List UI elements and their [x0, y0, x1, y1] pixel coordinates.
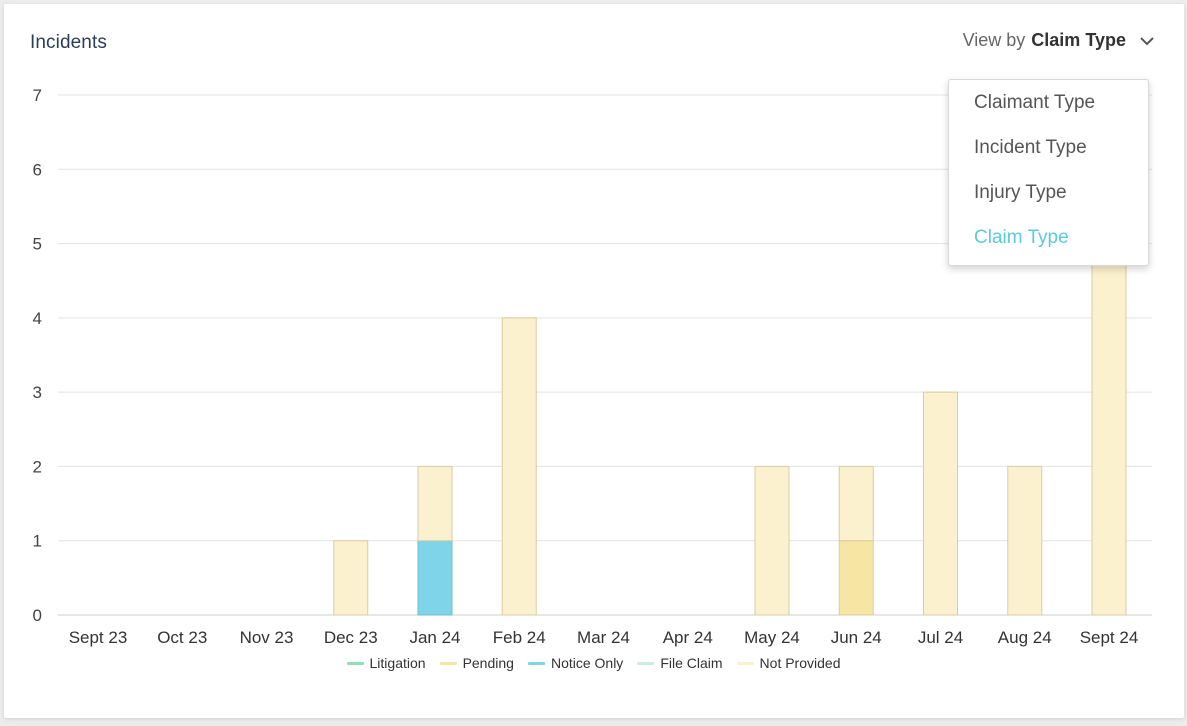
legend-item-notice-only[interactable]: Notice Only	[527, 655, 624, 671]
y-tick-label: 3	[33, 383, 42, 402]
legend-swatch	[346, 661, 364, 665]
legend-swatch	[736, 661, 754, 665]
legend-label: Pending	[462, 655, 514, 671]
bar-not-provided[interactable]	[754, 465, 790, 616]
legend-item-file-claim[interactable]: File Claim	[637, 655, 723, 671]
bar-not-provided[interactable]	[501, 317, 537, 616]
y-tick-label: 0	[33, 606, 42, 625]
x-tick-label: Dec 23	[324, 628, 378, 647]
x-tick-label: Sept 23	[69, 628, 128, 647]
x-tick-label: Nov 23	[240, 628, 294, 647]
x-tick-label: Apr 24	[663, 628, 713, 647]
x-tick-label: Jul 24	[918, 628, 963, 647]
dropdown-item-incident-type[interactable]: Incident Type	[974, 137, 1087, 158]
legend-label: Notice Only	[550, 655, 624, 671]
y-tick-label: 1	[33, 532, 42, 551]
chart-legend: Litigation Pending Notice Only File Claim No…	[0, 655, 1187, 671]
x-tick-label: May 24	[744, 628, 800, 647]
bar-notice-only[interactable]	[417, 540, 453, 616]
legend-item-pending[interactable]: Pending	[439, 655, 514, 671]
y-tick-label: 4	[33, 309, 42, 328]
legend-label: Litigation	[369, 655, 426, 671]
y-tick-label: 7	[33, 86, 42, 105]
dropdown-item-claimant-type[interactable]: Claimant Type	[974, 92, 1096, 113]
x-tick-label: Sept 24	[1080, 628, 1139, 647]
x-tick-label: Mar 24	[577, 628, 630, 647]
y-tick-label: 6	[33, 160, 42, 179]
legend-item-not-provided[interactable]: Not Provided	[736, 655, 841, 671]
legend-label: File Claim	[660, 655, 723, 671]
dropdown-item-claim-type[interactable]: Claim Type	[974, 227, 1069, 248]
x-tick-label: Oct 23	[157, 628, 207, 647]
view-by-dropdown-menu: Claimant Type Incident Type Injury Type Cla…	[948, 79, 1149, 266]
dropdown-item-injury-type[interactable]: Injury Type	[974, 182, 1067, 203]
x-tick-label: Jan 24	[409, 628, 460, 647]
legend-swatch	[439, 661, 457, 665]
legend-item-litigation[interactable]: Litigation	[346, 655, 426, 671]
legend-label: Not Provided	[759, 655, 841, 671]
bar-not-provided[interactable]	[923, 391, 958, 616]
view-by-dropdown-toggle[interactable]: View by Claim Type	[963, 30, 1154, 51]
x-tick-label: Feb 24	[493, 628, 546, 647]
y-tick-label: 5	[33, 235, 42, 254]
legend-swatch	[527, 661, 545, 665]
y-tick-label: 2	[33, 457, 42, 476]
bar-pending[interactable]	[838, 540, 874, 616]
view-by-label: View by	[962, 30, 1026, 50]
x-tick-label: Jun 24	[831, 628, 882, 647]
bar-not-provided[interactable]	[333, 540, 369, 616]
view-by-selected: Claim Type	[1031, 30, 1126, 50]
bar-not-provided[interactable]	[417, 465, 453, 542]
x-tick-label: Aug 24	[998, 628, 1052, 647]
legend-swatch	[637, 661, 655, 665]
card-title: Incidents	[30, 32, 107, 53]
bar-not-provided[interactable]	[1007, 465, 1043, 616]
bar-not-provided[interactable]	[838, 465, 874, 542]
chevron-down-icon	[1140, 36, 1154, 45]
